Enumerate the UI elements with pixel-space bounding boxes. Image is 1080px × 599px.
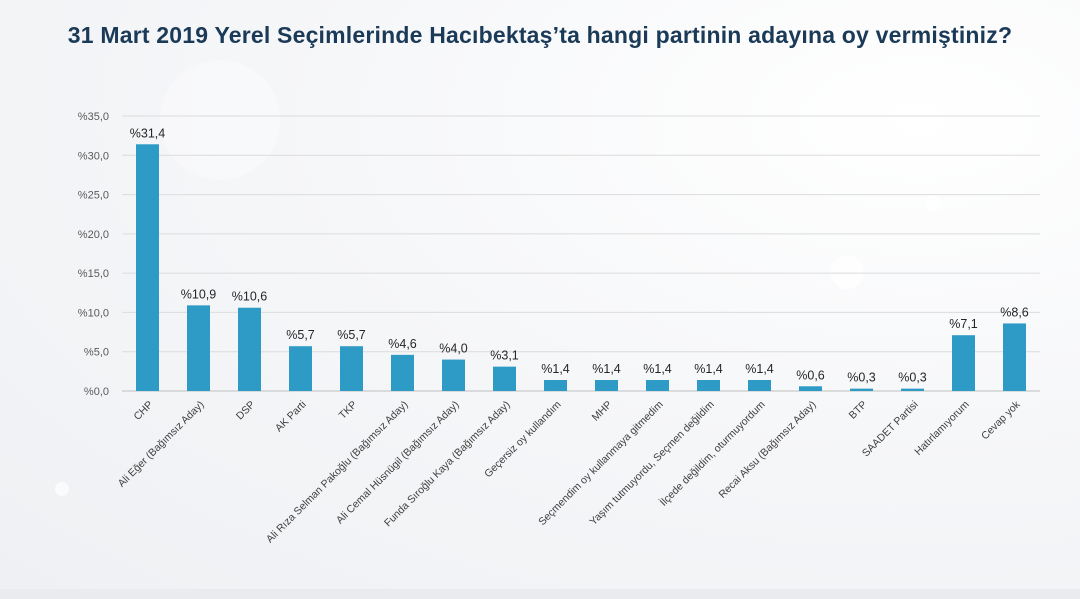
bar — [493, 366, 516, 391]
y-tick-label: %0,0 — [84, 386, 109, 398]
value-label: %0,6 — [796, 368, 825, 382]
bar — [850, 388, 873, 391]
bar — [391, 354, 414, 391]
bar — [1003, 323, 1026, 391]
bar — [136, 144, 159, 391]
value-label: %7,1 — [949, 317, 978, 331]
category-label: Cevap yok — [979, 398, 1023, 442]
bar — [544, 380, 567, 391]
bar — [238, 307, 261, 391]
decorative-circle — [160, 60, 280, 180]
value-label: %1,4 — [592, 362, 621, 376]
y-tick-label: %30,0 — [78, 150, 109, 162]
value-label: %10,9 — [181, 287, 216, 301]
value-label: %1,4 — [694, 362, 723, 376]
value-label: %1,4 — [745, 362, 774, 376]
value-labels: %31,4 %10,9 %10,6 %5,7 %5,7 %4,6 %4,0 %3,1 %1,4%… — [130, 126, 1029, 384]
value-label: %0,3 — [847, 371, 876, 385]
category-label: MHP — [590, 399, 615, 424]
y-tick-label: %35,0 — [78, 111, 109, 123]
gridlines — [122, 115, 1040, 392]
y-tick-label: %15,0 — [78, 268, 109, 280]
bar — [595, 380, 618, 391]
category-label: Ali Eğer (Bağımsız Aday) — [116, 399, 207, 490]
bar — [646, 380, 669, 391]
y-tick-label: %10,0 — [78, 307, 109, 319]
decorative-circle — [55, 482, 69, 496]
value-label: %8,6 — [1000, 305, 1029, 319]
bar — [748, 380, 771, 391]
y-tick-label: %5,0 — [84, 347, 109, 359]
value-label: %1,4 — [541, 362, 570, 376]
value-label: %10,6 — [232, 290, 267, 304]
chart-title: 31 Mart 2019 Yerel Seçimlerinde Hacıbekt… — [67, 22, 1013, 48]
bar — [442, 359, 465, 391]
value-label: %4,0 — [439, 342, 468, 356]
value-label: %5,7 — [286, 328, 315, 342]
bar — [901, 388, 924, 391]
value-label: %3,1 — [490, 349, 519, 363]
bar — [289, 346, 312, 391]
decorative-circle — [830, 255, 864, 289]
category-label: Hatırlamıyorum — [912, 398, 971, 457]
category-label: Recai Aksu (Bağımsız Aday) — [716, 399, 818, 501]
category-label: CHP — [131, 399, 155, 423]
bar — [952, 335, 975, 391]
value-label: %1,4 — [643, 362, 672, 376]
value-label: %31,4 — [130, 126, 165, 140]
category-label: AK Parti — [273, 399, 309, 435]
y-tick-label: %25,0 — [78, 190, 109, 202]
category-label: İlçede değildim, oturmuyordum — [657, 398, 768, 509]
bottom-bar — [0, 589, 1080, 599]
bar — [340, 346, 363, 391]
value-label: %4,6 — [388, 337, 417, 351]
bars — [136, 144, 1026, 391]
category-label: BTP — [847, 399, 870, 422]
category-label: TKP — [337, 399, 360, 422]
bar — [799, 386, 822, 391]
y-axis-ticks: %0,0 %5,0 %10,0 %15,0 %20,0 %25,0 %30,0 %35,0 — [78, 111, 109, 398]
value-label: %5,7 — [337, 328, 366, 342]
bar — [697, 380, 720, 391]
category-label: DSP — [234, 399, 258, 423]
bar — [187, 305, 210, 391]
decorative-circle — [925, 195, 941, 211]
y-tick-label: %20,0 — [78, 229, 109, 241]
value-label: %0,3 — [898, 371, 927, 385]
